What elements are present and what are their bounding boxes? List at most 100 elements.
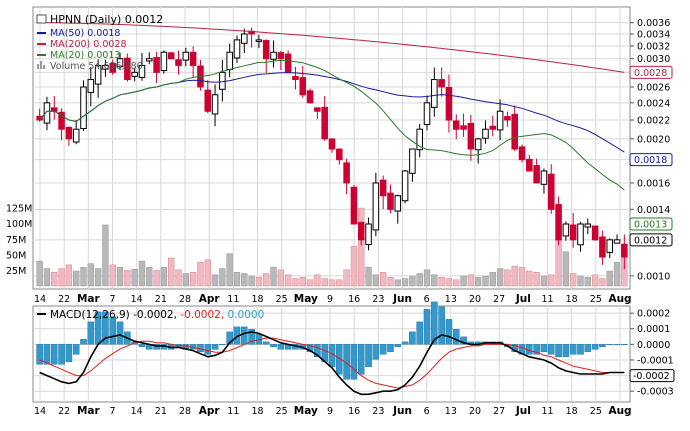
macd-x-tick-label: Jul	[515, 405, 531, 417]
volume-bar	[153, 270, 160, 287]
last-price-marker-text: 0.0012	[634, 235, 667, 246]
macd-x-tick-label: Jun	[392, 405, 412, 417]
candle-body	[482, 128, 489, 139]
macd-histogram-bar	[621, 344, 628, 346]
volume-bar	[219, 268, 226, 287]
volume-bar	[379, 272, 387, 287]
candle-body	[511, 113, 518, 150]
macd-x-tick-label: 22	[58, 406, 70, 417]
macd-histogram-bar	[65, 344, 73, 363]
macd-legend-signal: -0.0002,	[180, 309, 224, 321]
macd-histogram-bar	[314, 344, 321, 358]
candle-body	[569, 224, 577, 241]
volume-legend-label: Volume 54,636,380	[50, 61, 143, 72]
macd-histogram-bar	[116, 321, 124, 345]
macd-histogram-bar	[599, 344, 606, 348]
candle-body	[87, 79, 95, 93]
candle-body	[357, 222, 365, 241]
volume-bar	[306, 279, 314, 287]
price-x-tick-label: 25	[590, 294, 602, 305]
candle-body	[540, 170, 548, 185]
candle-body	[599, 236, 606, 258]
candle-body	[299, 77, 307, 96]
candle-body	[496, 110, 504, 131]
volume-bar	[416, 273, 423, 287]
ma50-legend-swatch	[37, 32, 46, 34]
volume-bar	[255, 277, 263, 287]
candle-body	[343, 162, 350, 184]
candle-body	[467, 122, 475, 150]
price-y-tick-label: 0.0030	[637, 54, 670, 65]
volume-bar	[570, 273, 577, 287]
macd-histogram-bar	[591, 344, 599, 350]
volume-bar	[577, 275, 584, 287]
volume-bar	[518, 267, 526, 287]
macd-histogram-bar	[606, 344, 613, 346]
volume-bar	[175, 269, 182, 287]
macd-histogram-bar	[357, 344, 365, 375]
last-price-marker-box	[629, 233, 673, 247]
candle-body	[36, 115, 43, 121]
volume-bar	[562, 251, 570, 287]
macd-y-tick-label: 0.0001	[637, 324, 670, 335]
candle-body	[189, 51, 197, 66]
volume-bar	[292, 278, 299, 287]
price-legend: HPNN (Daily) 0.0012 MA(50) 0.0018 MA(200…	[36, 13, 163, 72]
volume-legend-icon	[37, 61, 45, 69]
macd-x-tick-label: Aug	[608, 405, 631, 417]
volume-bar	[248, 275, 255, 287]
macd-x-tick-label: 28	[179, 406, 191, 417]
candle-body	[489, 125, 497, 130]
ma50-price-marker-text: 0.0018	[634, 155, 667, 166]
candle-body	[109, 62, 117, 73]
ma20-price-marker-text: 0.0013	[634, 220, 667, 231]
macd-value-marker: -0.0002	[629, 369, 675, 383]
volume-bar	[540, 275, 548, 287]
volume-bar	[233, 272, 241, 287]
volume-bar	[431, 274, 438, 287]
candle-body	[72, 128, 80, 143]
legend-title: HPNN (Daily) 0.0012	[50, 13, 163, 26]
macd-x-tick-label: Mar	[77, 405, 101, 417]
macd-histogram-bar	[577, 344, 584, 355]
volume-bar	[445, 278, 453, 287]
volume-bar	[168, 257, 175, 287]
volume-bar	[211, 274, 219, 287]
volume-bar	[58, 268, 65, 287]
volume-bar	[350, 245, 358, 287]
candle-body	[613, 239, 621, 244]
volume-bar	[321, 278, 328, 287]
macd-x-tick-label: 16	[348, 406, 360, 417]
volume-bar	[555, 239, 562, 287]
volume-bar	[489, 272, 496, 287]
candle-body	[182, 51, 190, 61]
candle-body	[562, 223, 570, 237]
volume-bar	[43, 268, 51, 287]
price-x-tick-label: 14	[131, 294, 143, 305]
macd-histogram-bar	[460, 336, 467, 345]
macd-y-tick-label: -0.0003	[637, 387, 674, 398]
macd-histogram-bar	[153, 344, 160, 350]
macd-histogram-bar	[423, 309, 431, 345]
macd-histogram-bar	[43, 344, 51, 365]
candle-body	[167, 52, 175, 60]
macd-histogram-bar	[58, 344, 65, 365]
candle-body	[577, 223, 584, 246]
ma20-legend-label: MA(20) 0.0013	[50, 50, 120, 61]
volume-bar	[314, 274, 321, 287]
macd-histogram-bar	[438, 306, 445, 345]
candle-body	[80, 86, 87, 130]
candle-body	[387, 192, 394, 210]
macd-histogram-bar	[87, 321, 95, 345]
macd-x-tick-label: 21	[155, 406, 167, 417]
candle-body	[204, 89, 212, 112]
volume-bar	[226, 253, 233, 287]
macd-histogram-bar	[387, 344, 394, 353]
price-x-tick-label: Jun	[392, 293, 412, 305]
price-x-tick-label: 11	[227, 294, 239, 305]
volume-bar	[423, 269, 431, 287]
candle-body	[262, 40, 270, 60]
macd-histogram-bar	[401, 341, 409, 345]
